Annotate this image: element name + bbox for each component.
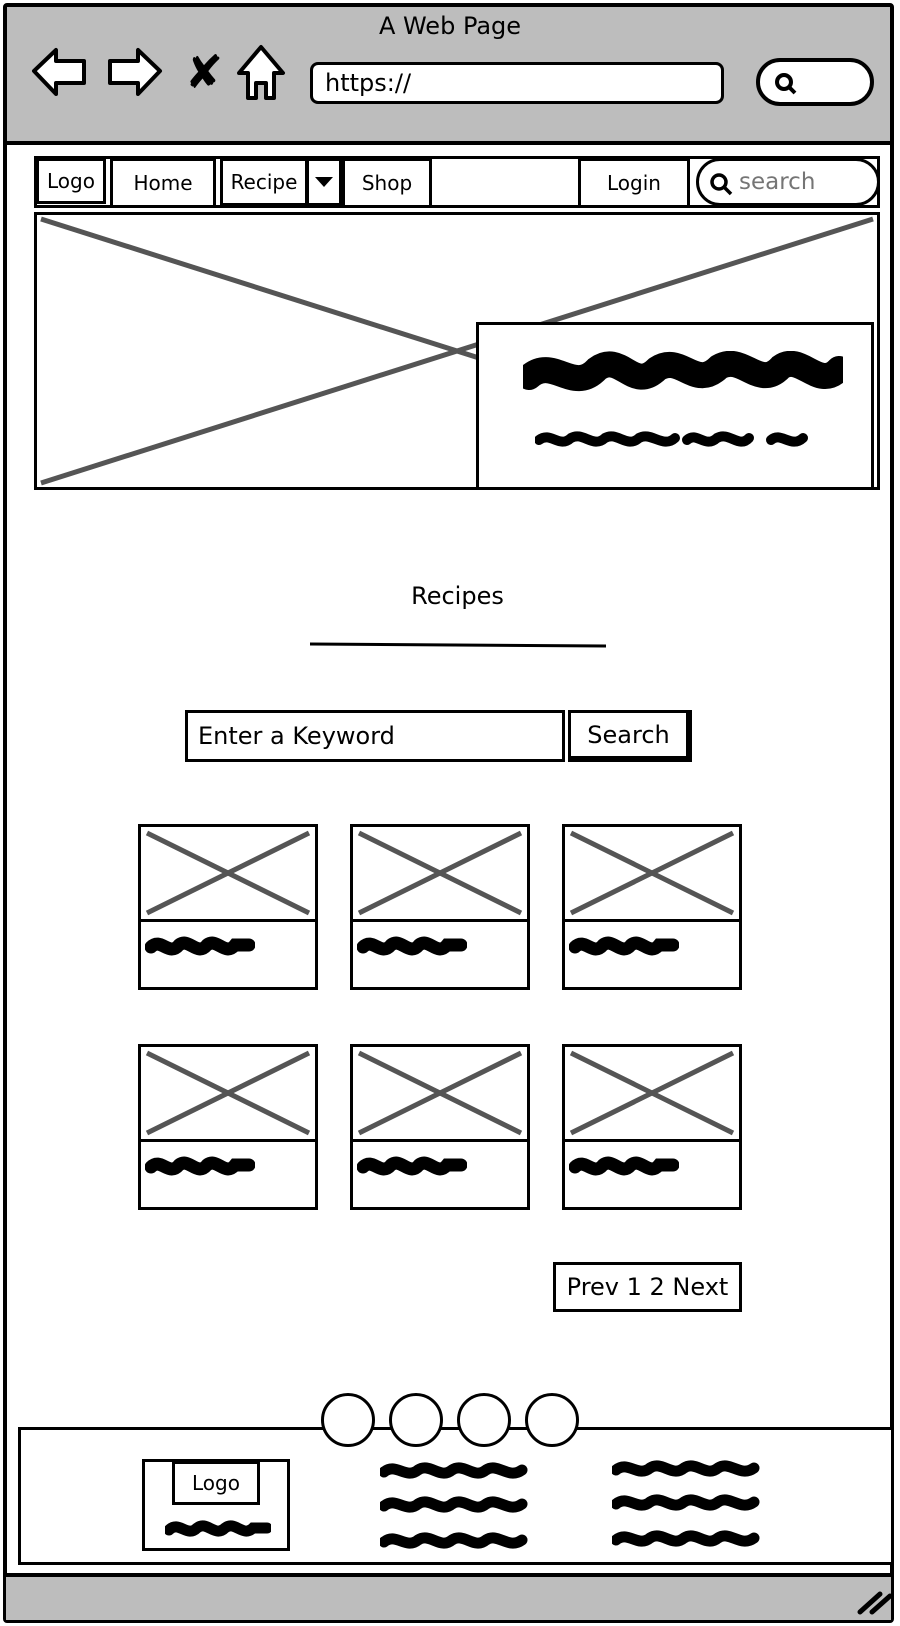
section-title: Recipes (411, 582, 504, 610)
nav-shop-link[interactable]: Shop (342, 158, 432, 208)
browser-statusbar (6, 1573, 891, 1620)
search-button[interactable]: Search (568, 710, 692, 762)
footer-logo-caption-scribble (165, 1520, 271, 1537)
recipe-card[interactable] (350, 1044, 530, 1210)
recipe-card[interactable] (138, 824, 318, 990)
back-arrow-icon[interactable] (30, 45, 90, 105)
browser-window-frame (3, 3, 894, 1623)
recipe-image-placeholder (565, 827, 739, 922)
recipe-title-scribble (144, 1155, 256, 1183)
forward-arrow-icon[interactable] (104, 45, 164, 105)
recipe-image-placeholder (141, 827, 315, 922)
address-bar[interactable]: https:// (310, 62, 724, 104)
recipe-image-placeholder (565, 1047, 739, 1142)
recipe-card[interactable] (562, 1044, 742, 1210)
site-search-box[interactable] (696, 158, 880, 206)
carousel-dot[interactable] (321, 1393, 375, 1447)
footer-links-col-2[interactable] (612, 1460, 762, 1560)
recipe-title-scribble (356, 1155, 468, 1183)
hero-subtext-scribble (535, 431, 808, 447)
recipe-card[interactable] (138, 1044, 318, 1210)
recipe-image-placeholder (353, 1047, 527, 1142)
search-icon (775, 73, 797, 95)
nav-login-button[interactable]: Login (578, 158, 690, 208)
recipe-image-placeholder (353, 827, 527, 922)
footer-links-col-1[interactable] (380, 1460, 530, 1560)
pagination-control[interactable]: Prev 1 2 Next (553, 1262, 742, 1312)
carousel-dot[interactable] (457, 1393, 511, 1447)
recipe-image-placeholder (141, 1047, 315, 1142)
resize-grip-icon[interactable] (856, 1586, 892, 1616)
home-icon[interactable] (236, 43, 286, 103)
carousel-dot[interactable] (389, 1393, 443, 1447)
site-search-input[interactable] (739, 167, 869, 197)
search-icon (710, 173, 733, 196)
nav-logo[interactable]: Logo (36, 158, 106, 204)
recipe-title-scribble (568, 1155, 680, 1183)
hero-heading-scribble (523, 351, 843, 392)
recipe-title-scribble (568, 935, 680, 963)
hero-text-card (476, 322, 874, 490)
recipe-card[interactable] (350, 824, 530, 990)
footer-logo[interactable]: Logo (172, 1461, 260, 1505)
recipe-title-scribble (356, 935, 468, 963)
carousel-dot[interactable] (525, 1393, 579, 1447)
nav-home-link[interactable]: Home (110, 158, 216, 208)
caret-down-icon[interactable] (306, 158, 342, 206)
nav-recipe-link[interactable]: Recipe (220, 158, 308, 206)
keyword-search-input[interactable] (185, 710, 565, 762)
browser-search-box[interactable] (756, 58, 874, 106)
recipe-title-scribble (144, 935, 256, 963)
recipe-card[interactable] (562, 824, 742, 990)
close-icon[interactable]: ✘ (184, 45, 224, 99)
title-divider (309, 642, 607, 648)
window-title: A Web Page (378, 12, 522, 40)
